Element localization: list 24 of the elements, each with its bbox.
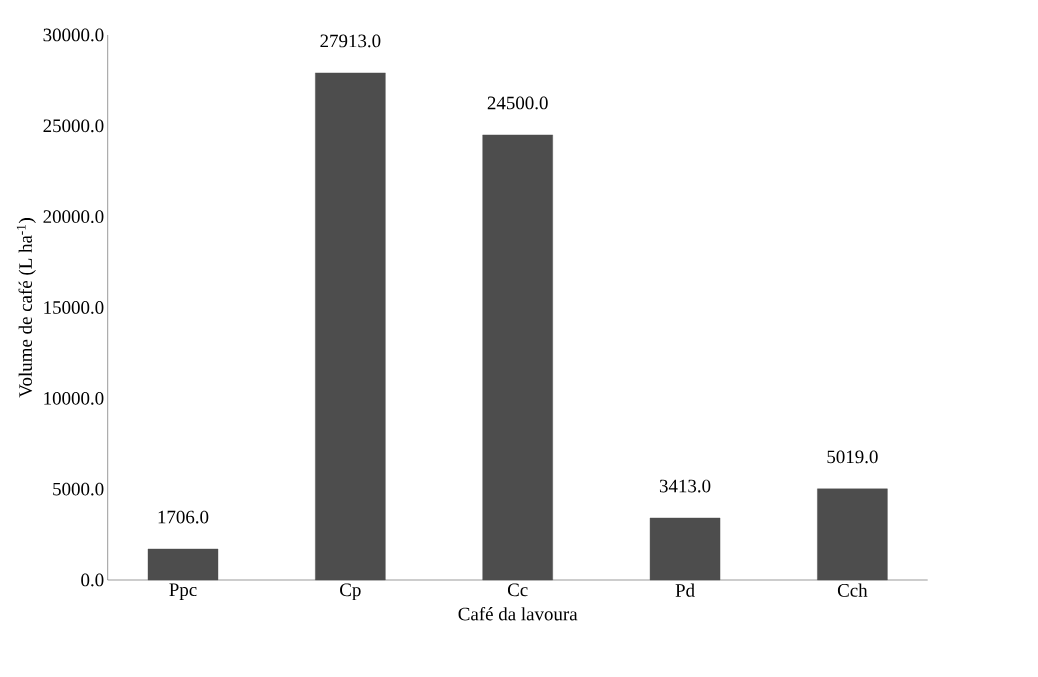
x-tick-label: Pd [675,583,695,597]
bar [315,72,386,581]
x-tick-label: Cch [837,583,868,597]
y-tick-label: 0.0 [81,573,104,587]
y-tick-label: 15000.0 [44,301,104,314]
data-label: 1706.0 [158,510,209,524]
y-axis-title: Volume de café (L ha$^{-1}$) [16,218,36,398]
data-label: 24500.0 [487,96,548,110]
y-tick-label: 30000.0 [43,28,104,42]
x-axis-title: Café da lavoura [458,606,578,621]
bar [482,134,553,581]
x-tick-label: Cc [507,583,528,597]
x-tick-label: Cp [340,583,361,601]
bar [649,517,721,581]
y-tick-label: 5000.0 [53,482,104,496]
data-label: 3413.0 [659,479,711,493]
y-tick-label: 25000.0 [43,119,104,133]
x-tick-label: Ppc [169,583,197,600]
y-tick-label: 20000.0 [43,210,104,224]
y-tick-label: 10000.0 [44,391,104,405]
data-label: 27913.0 [320,34,381,48]
bar [817,488,888,581]
data-label: 5019.0 [827,450,878,464]
bar [147,548,219,581]
